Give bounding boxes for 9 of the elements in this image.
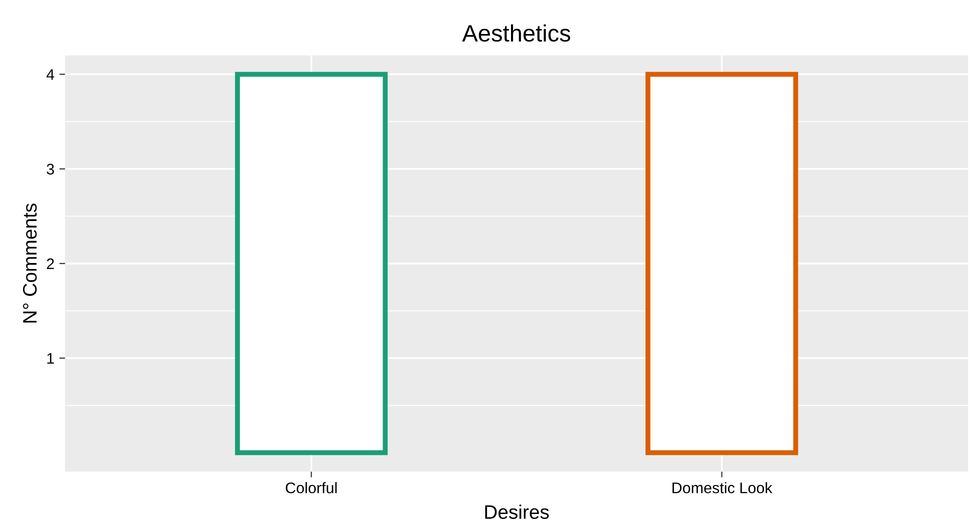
y-tick-label: 2 — [46, 258, 54, 270]
x-tick-label: Domestic Look — [672, 482, 772, 494]
chart-title: Aesthetics — [462, 24, 570, 42]
x-axis-title: Desires — [485, 504, 549, 519]
y-axis-title: N° Comments — [22, 204, 37, 323]
x-tick-label: Colorful — [286, 482, 337, 494]
y-tick-label: 1 — [47, 353, 54, 364]
y-tick-label: 3 — [46, 164, 54, 175]
y-tick-label: 4 — [46, 69, 54, 80]
